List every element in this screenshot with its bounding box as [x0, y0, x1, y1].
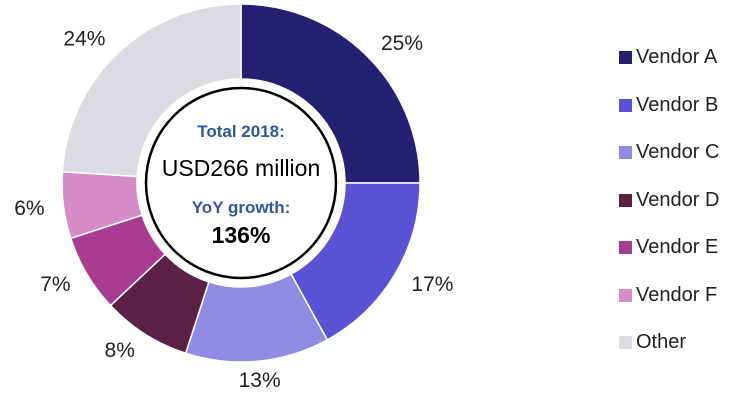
legend-item-vendor-b: Vendor B — [619, 82, 752, 130]
legend-item-vendor-d: Vendor D — [619, 177, 752, 225]
percentage-labels: 25% 17% 13% 8% 7% 6% 24% — [14, 28, 453, 392]
pct-label-vendor-e: 7% — [40, 273, 70, 296]
legend-label: Vendor D — [636, 188, 720, 211]
legend-swatch — [619, 51, 632, 65]
legend: Vendor A Vendor B Vendor C Vendor D Vendor E… — [619, 34, 752, 367]
legend-label: Vendor C — [636, 141, 720, 164]
legend-item-vendor-c: Vendor C — [619, 129, 752, 177]
legend-item-vendor-f: Vendor F — [619, 272, 752, 320]
legend-item-other: Other — [619, 319, 752, 367]
center-total-label: Total 2018: — [197, 122, 285, 141]
legend-item-vendor-a: Vendor A — [619, 34, 752, 82]
legend-label: Vendor A — [636, 46, 718, 69]
slice-vendor-a — [240, 3, 421, 184]
legend-label: Vendor E — [636, 236, 719, 259]
legend-swatch — [619, 336, 632, 350]
pct-label-vendor-b: 17% — [411, 273, 453, 296]
pct-label-vendor-f: 6% — [14, 197, 44, 220]
donut-slices — [61, 3, 421, 363]
legend-swatch — [619, 288, 632, 302]
pct-label-vendor-d: 8% — [105, 339, 135, 362]
center-circle — [144, 86, 338, 280]
center-growth-value: 136% — [212, 222, 271, 248]
legend-swatch — [619, 193, 632, 207]
legend-swatch — [619, 146, 632, 160]
center-total-value: USD266 million — [162, 155, 321, 181]
center-info: Total 2018: USD266 million YoY growth: 1… — [144, 86, 338, 280]
pct-label-vendor-a: 25% — [381, 32, 423, 55]
legend-label: Vendor B — [636, 93, 719, 116]
legend-label: Vendor F — [636, 283, 718, 306]
center-growth-label: YoY growth: — [192, 198, 291, 217]
legend-item-vendor-e: Vendor E — [619, 224, 752, 272]
legend-label: Other — [636, 331, 687, 354]
legend-swatch — [619, 98, 632, 112]
pct-label-other: 24% — [63, 28, 105, 51]
slice-other — [61, 3, 242, 178]
pct-label-vendor-c: 13% — [239, 369, 281, 392]
legend-swatch — [619, 241, 632, 255]
